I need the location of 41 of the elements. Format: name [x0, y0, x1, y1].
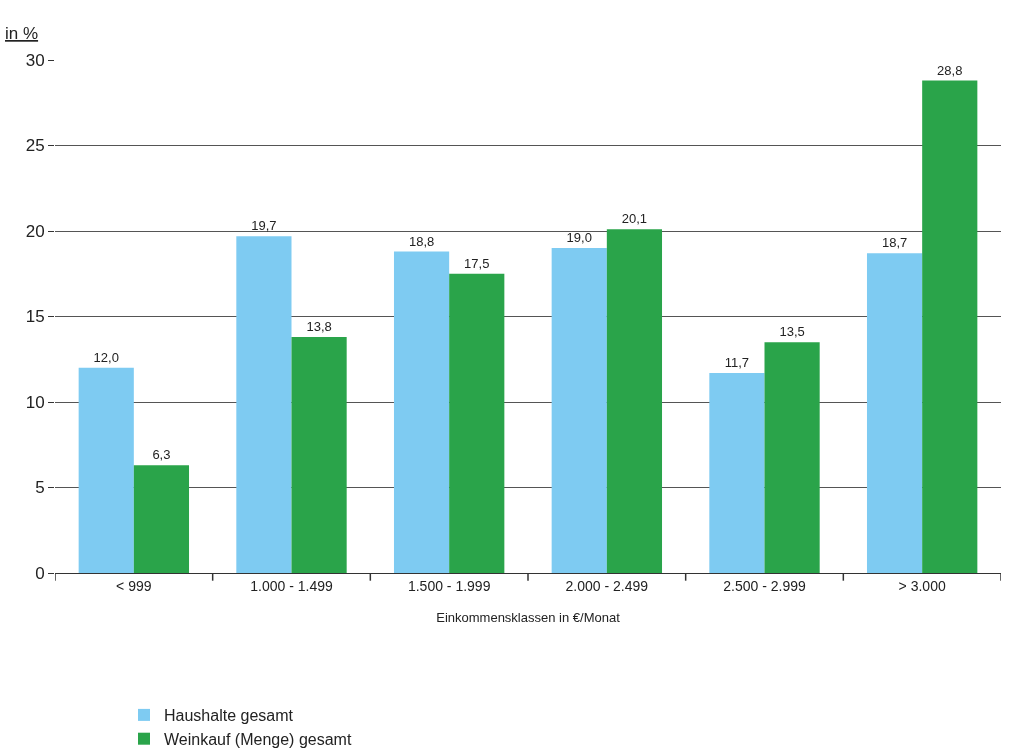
data-label: 19,7 [251, 218, 277, 234]
bar [709, 372, 765, 573]
data-label: 20,1 [621, 211, 648, 227]
data-label: 11,7 [724, 354, 750, 370]
data-label: 12,0 [93, 349, 119, 365]
y-tick-label: 15 [25, 307, 45, 327]
legend-label: Haushalte gesamt [164, 707, 294, 725]
bar [449, 273, 505, 573]
bar [922, 80, 978, 573]
data-label: 17,5 [464, 255, 490, 271]
x-tick-label: 2.500 - 2.999 [723, 577, 806, 594]
y-tick-label: 30 [25, 50, 45, 70]
y-axis-title: in % [5, 24, 39, 43]
y-tick-label: 0 [35, 563, 45, 583]
bar [133, 465, 190, 573]
data-label: 18,7 [881, 235, 908, 251]
bar [78, 367, 134, 573]
data-label: 19,0 [566, 230, 592, 246]
x-tick-label: > 3.000 [898, 577, 946, 594]
y-tick-label: 20 [25, 221, 45, 241]
bar [764, 342, 820, 573]
data-label: 13,5 [779, 324, 805, 340]
y-tick-label: 5 [35, 478, 45, 498]
y-tick-label: 25 [25, 136, 45, 156]
x-tick-label: 1.500 - 1.999 [407, 577, 491, 594]
x-tick-label: 2.000 - 2.499 [565, 577, 649, 594]
x-tick-label: 1.000 - 1.499 [250, 577, 333, 594]
data-label: 18,8 [408, 233, 435, 249]
bar [551, 248, 607, 573]
bar [393, 251, 450, 573]
legend-label: Weinkauf (Menge) gesamt [164, 730, 352, 748]
data-label: 28,8 [937, 62, 963, 78]
x-tick-label: < 999 [116, 577, 152, 594]
y-tick-label: 10 [25, 392, 45, 412]
bar [291, 337, 347, 573]
data-label: 13,8 [306, 319, 332, 335]
bar [866, 253, 923, 573]
x-axis-title: Einkommensklassen in €/Monat [436, 610, 621, 626]
data-label: 6,3 [152, 447, 171, 463]
bar [236, 236, 292, 573]
bar [606, 229, 663, 573]
